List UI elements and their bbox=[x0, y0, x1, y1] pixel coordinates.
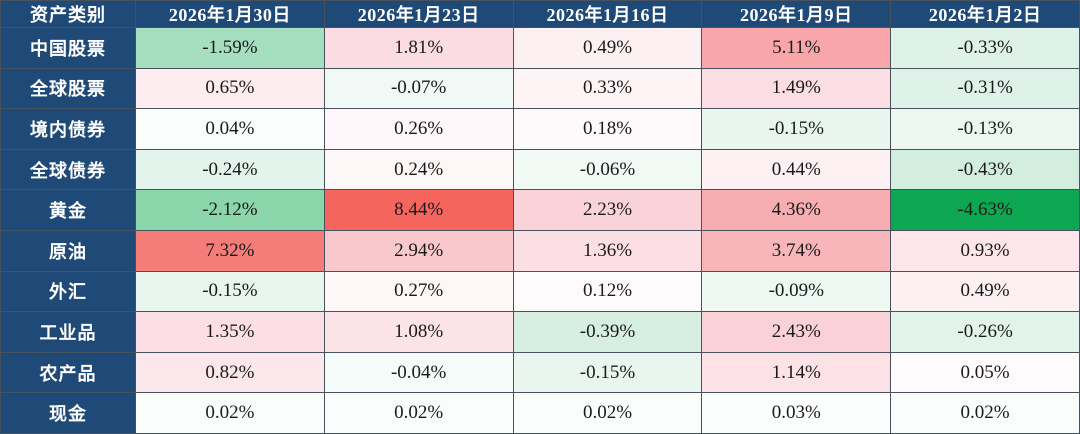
date-column-header: 2026年1月2日 bbox=[890, 0, 1080, 28]
table-row: 现金 0.02% 0.02% 0.02% 0.03% 0.02% bbox=[0, 392, 1080, 434]
table-row: 中国股票 -1.59% 1.81% 0.49% 5.11% -0.33% bbox=[0, 27, 1080, 69]
return-cell: 1.49% bbox=[701, 67, 892, 110]
return-cell: -4.63% bbox=[890, 189, 1080, 231]
return-cell: 0.44% bbox=[701, 148, 892, 191]
table-row: 工业品 1.35% 1.08% -0.39% 2.43% -0.26% bbox=[0, 311, 1080, 353]
return-cell: -0.04% bbox=[323, 351, 514, 394]
return-cell: 1.36% bbox=[512, 229, 703, 272]
return-cell: 5.11% bbox=[701, 27, 892, 69]
return-cell: -0.13% bbox=[890, 108, 1080, 150]
return-cell: -0.06% bbox=[512, 148, 703, 191]
return-cell: 0.02% bbox=[135, 392, 325, 434]
date-column-header: 2026年1月9日 bbox=[701, 0, 892, 28]
table-row: 外汇 -0.15% 0.27% 0.12% -0.09% 0.49% bbox=[0, 270, 1080, 313]
row-label-9: 现金 bbox=[0, 392, 136, 434]
return-cell: -2.12% bbox=[135, 189, 325, 231]
row-label-3: 全球债券 bbox=[0, 148, 136, 191]
return-cell: 0.02% bbox=[323, 392, 514, 434]
return-cell: 1.81% bbox=[323, 27, 514, 69]
date-column-header: 2026年1月23日 bbox=[323, 0, 514, 28]
table-header-row: 资产类别 2026年1月30日 2026年1月23日 2026年1月16日 2026年… bbox=[0, 0, 1080, 28]
row-label-1: 全球股票 bbox=[0, 67, 136, 110]
return-cell: 0.03% bbox=[701, 392, 892, 434]
return-cell: 8.44% bbox=[323, 189, 514, 231]
return-cell: -0.15% bbox=[701, 108, 892, 150]
row-label-8: 农产品 bbox=[0, 351, 136, 394]
return-cell: 7.32% bbox=[135, 229, 325, 272]
date-column-header: 2026年1月16日 bbox=[512, 0, 703, 28]
table-row: 黄金 -2.12% 8.44% 2.23% 4.36% -4.63% bbox=[0, 189, 1080, 231]
return-cell: 0.49% bbox=[512, 27, 703, 69]
return-cell: 0.02% bbox=[890, 392, 1080, 434]
return-cell: -0.39% bbox=[512, 311, 703, 353]
return-cell: 1.35% bbox=[135, 311, 325, 353]
table-row: 农产品 0.82% -0.04% -0.15% 1.14% 0.05% bbox=[0, 351, 1080, 394]
return-cell: 2.94% bbox=[323, 229, 514, 272]
row-label-6: 外汇 bbox=[0, 270, 136, 313]
date-column-header: 2026年1月30日 bbox=[135, 0, 325, 28]
return-cell: 0.26% bbox=[323, 108, 514, 150]
return-cell: 3.74% bbox=[701, 229, 892, 272]
return-cell: -0.33% bbox=[890, 27, 1080, 69]
return-cell: -0.31% bbox=[890, 67, 1080, 110]
table-row: 原油 7.32% 2.94% 1.36% 3.74% 0.93% bbox=[0, 229, 1080, 272]
return-cell: -0.15% bbox=[512, 351, 703, 394]
return-cell: 0.82% bbox=[135, 351, 325, 394]
return-cell: 0.05% bbox=[890, 351, 1080, 394]
return-cell: 0.02% bbox=[512, 392, 703, 434]
asset-class-column-header: 资产类别 bbox=[0, 0, 136, 28]
return-cell: -0.43% bbox=[890, 148, 1080, 191]
row-label-0: 中国股票 bbox=[0, 27, 136, 69]
return-cell: 0.27% bbox=[323, 270, 514, 313]
row-label-2: 境内债券 bbox=[0, 108, 136, 150]
return-cell: -0.09% bbox=[701, 270, 892, 313]
table-row: 境内债券 0.04% 0.26% 0.18% -0.15% -0.13% bbox=[0, 108, 1080, 150]
return-cell: 0.12% bbox=[512, 270, 703, 313]
return-cell: 1.14% bbox=[701, 351, 892, 394]
table-row: 全球债券 -0.24% 0.24% -0.06% 0.44% -0.43% bbox=[0, 148, 1080, 191]
return-cell: 4.36% bbox=[701, 189, 892, 231]
return-cell: 0.49% bbox=[890, 270, 1080, 313]
return-cell: 0.65% bbox=[135, 67, 325, 110]
return-cell: -0.26% bbox=[890, 311, 1080, 353]
return-cell: 0.33% bbox=[512, 67, 703, 110]
table-row: 全球股票 0.65% -0.07% 0.33% 1.49% -0.31% bbox=[0, 67, 1080, 110]
return-cell: 0.18% bbox=[512, 108, 703, 150]
row-label-7: 工业品 bbox=[0, 311, 136, 353]
return-cell: 0.93% bbox=[890, 229, 1080, 272]
return-cell: 2.43% bbox=[701, 311, 892, 353]
return-cell: 2.23% bbox=[512, 189, 703, 231]
row-label-4: 黄金 bbox=[0, 189, 136, 231]
return-cell: 0.04% bbox=[135, 108, 325, 150]
return-cell: -0.24% bbox=[135, 148, 325, 191]
return-cell: -0.15% bbox=[135, 270, 325, 313]
return-cell: -0.07% bbox=[323, 67, 514, 110]
return-cell: 0.24% bbox=[323, 148, 514, 191]
row-label-5: 原油 bbox=[0, 229, 136, 272]
return-cell: -1.59% bbox=[135, 27, 325, 69]
return-cell: 1.08% bbox=[323, 311, 514, 353]
